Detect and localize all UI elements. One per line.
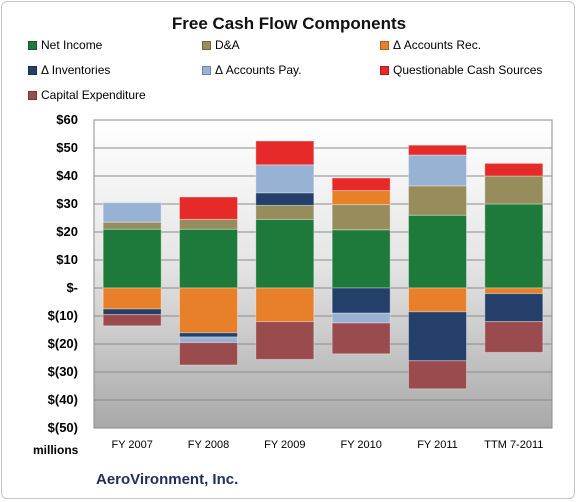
bar-segment-accounts-pay xyxy=(255,164,315,194)
bar-segment-questionable-cash-sources xyxy=(331,177,391,192)
legend-label: Capital Expenditure xyxy=(41,88,146,102)
y-tick-label: $(20) xyxy=(48,336,78,351)
x-tick-label: FY 2011 xyxy=(417,439,458,451)
y-tick-label: $(40) xyxy=(48,392,78,407)
bar-segment-questionable-cash-sources xyxy=(255,140,315,166)
bar-segment-questionable-cash-sources xyxy=(408,144,467,156)
legend-swatch xyxy=(380,65,389,75)
bar-segment-accounts-rec xyxy=(255,287,315,323)
x-tick-label: FY 2008 xyxy=(188,439,229,451)
bar-segment-capital-expenditure xyxy=(408,360,467,390)
bar-segment-d-a xyxy=(484,175,544,205)
units-label: millions xyxy=(33,443,79,457)
bar-segment-net-income xyxy=(331,229,391,289)
bar-segment-inventories xyxy=(484,293,544,323)
bar-segment-accounts-rec xyxy=(102,287,162,310)
bar-segment-accounts-rec xyxy=(179,287,238,334)
legend-label: Net Income xyxy=(41,38,103,52)
bar-segment-d-a xyxy=(179,218,238,230)
bar-segment-inventories xyxy=(408,311,467,362)
bar-segment-accounts-rec xyxy=(484,287,544,295)
legend-item-net-income: Net Income xyxy=(28,38,102,52)
bar-segment-accounts-pay xyxy=(179,336,238,344)
x-tick-label: FY 2007 xyxy=(111,439,152,451)
y-tick-label: $(10) xyxy=(48,308,78,323)
bar-segment-inventories xyxy=(179,332,238,338)
bar-segment-accounts-rec xyxy=(331,190,391,206)
legend-item-inventories: Δ Inventories xyxy=(28,63,110,77)
legend-item-accounts-pay: Δ Accounts Pay. xyxy=(202,63,302,77)
bar-segment-inventories xyxy=(102,308,162,316)
bar-segment-net-income xyxy=(408,214,467,289)
legend-swatch xyxy=(380,40,389,50)
legend-swatch xyxy=(28,40,37,50)
y-tick-label: $(30) xyxy=(48,364,78,379)
y-tick-label: $60 xyxy=(56,112,78,127)
x-tick-label: FY 2009 xyxy=(264,439,305,451)
bar-segment-questionable-cash-sources xyxy=(179,196,238,220)
legend-swatch xyxy=(202,40,211,50)
legend-item-d-a: D&A xyxy=(202,38,240,52)
bar-segment-net-income xyxy=(484,203,544,289)
bar-segment-net-income xyxy=(255,218,315,289)
company-name: AeroVironment, Inc. xyxy=(96,471,239,488)
legend-item-accounts-rec: Δ Accounts Rec. xyxy=(380,38,481,52)
y-tick-label: $40 xyxy=(56,168,78,183)
legend-swatch xyxy=(28,90,37,100)
legend-label: Δ Accounts Pay. xyxy=(215,63,302,77)
bar-segment-capital-expenditure xyxy=(331,322,391,355)
bar-segment-inventories xyxy=(255,192,315,206)
legend-label: Δ Accounts Rec. xyxy=(393,38,482,52)
bar-segment-capital-expenditure xyxy=(255,321,315,360)
legend-item-questionable-cash-sources: Questionable Cash Sources xyxy=(380,63,542,77)
legend-swatch xyxy=(28,65,37,75)
legend-item-capital-expenditure: Capital Expenditure xyxy=(28,88,146,102)
bar-segment-d-a xyxy=(408,185,467,216)
bar-segment-accounts-pay xyxy=(408,154,467,187)
chart-title: Free Cash Flow Components xyxy=(171,14,407,33)
legend-swatch xyxy=(202,65,211,75)
bar-segment-net-income xyxy=(102,228,162,289)
y-tick-label: $20 xyxy=(56,224,78,239)
bar-segment-accounts-pay xyxy=(102,202,162,223)
y-tick-label: $- xyxy=(66,280,78,295)
legend-label: Questionable Cash Sources xyxy=(393,63,543,77)
y-tick-label: $10 xyxy=(56,252,78,267)
x-tick-label: FY 2010 xyxy=(340,439,381,451)
bar-segment-capital-expenditure xyxy=(179,342,238,366)
bar-segment-inventories xyxy=(331,287,391,314)
bar-segment-questionable-cash-sources xyxy=(484,162,544,177)
plot-area xyxy=(93,119,553,429)
legend-label: D&A xyxy=(215,38,240,52)
y-tick-label: $50 xyxy=(56,140,78,155)
bar-segment-net-income xyxy=(179,228,238,289)
bar-segment-d-a xyxy=(102,221,162,230)
bar-segment-accounts-rec xyxy=(408,287,467,313)
legend-label: Δ Inventories xyxy=(41,63,111,77)
y-tick-label: $(50) xyxy=(48,420,78,435)
bar-segment-capital-expenditure xyxy=(102,314,162,327)
bar-segment-d-a xyxy=(255,204,315,220)
y-tick-label: $30 xyxy=(56,196,78,211)
x-tick-label: TTM 7-2011 xyxy=(484,439,543,451)
bar-segment-accounts-pay xyxy=(331,312,391,324)
bar-segment-capital-expenditure xyxy=(484,321,544,353)
bar-segment-d-a xyxy=(331,204,391,231)
